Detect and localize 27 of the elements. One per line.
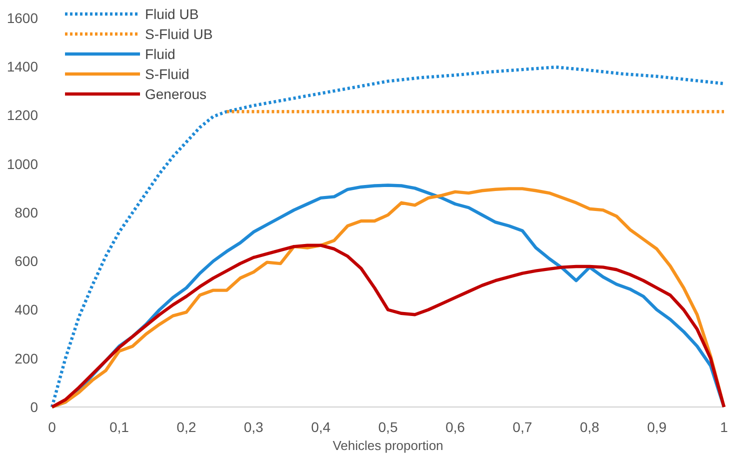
y-tick-label: 1600 — [6, 10, 38, 26]
legend-label: S-Fluid UB — [145, 26, 213, 42]
x-tick-label: 0,6 — [445, 419, 466, 435]
x-axis-title: Vehicles proportion — [332, 438, 444, 453]
x-tick-label: 0 — [48, 419, 56, 435]
y-tick-label: 800 — [14, 204, 38, 220]
x-tick-label: 0,3 — [244, 419, 264, 435]
x-tick-label: 0,2 — [176, 419, 196, 435]
y-tick-label: 1000 — [6, 156, 38, 172]
x-tick-label: 0,5 — [378, 419, 398, 435]
y-tick-label: 0 — [30, 398, 38, 415]
line-series — [50, 244, 726, 409]
y-tick-label: 200 — [14, 350, 38, 366]
x-tick-label: 0,9 — [647, 419, 667, 435]
legend-label: Fluid UB — [145, 6, 199, 22]
legend-label: Generous — [145, 86, 206, 102]
legend-label: Fluid — [145, 46, 176, 62]
y-tick-label: 400 — [14, 302, 38, 318]
y-tick-label: 1400 — [6, 58, 38, 75]
x-tick-label: 1 — [720, 419, 728, 435]
x-tick-label: 0,7 — [512, 419, 532, 435]
x-tick-label: 0,8 — [580, 419, 600, 435]
y-tick-label: 1200 — [6, 107, 38, 124]
y-tick-label: 600 — [14, 253, 38, 270]
legend-label: S-Fluid — [145, 66, 190, 82]
x-tick-label: 0,1 — [109, 419, 130, 435]
x-tick-label: 0,4 — [311, 419, 331, 435]
